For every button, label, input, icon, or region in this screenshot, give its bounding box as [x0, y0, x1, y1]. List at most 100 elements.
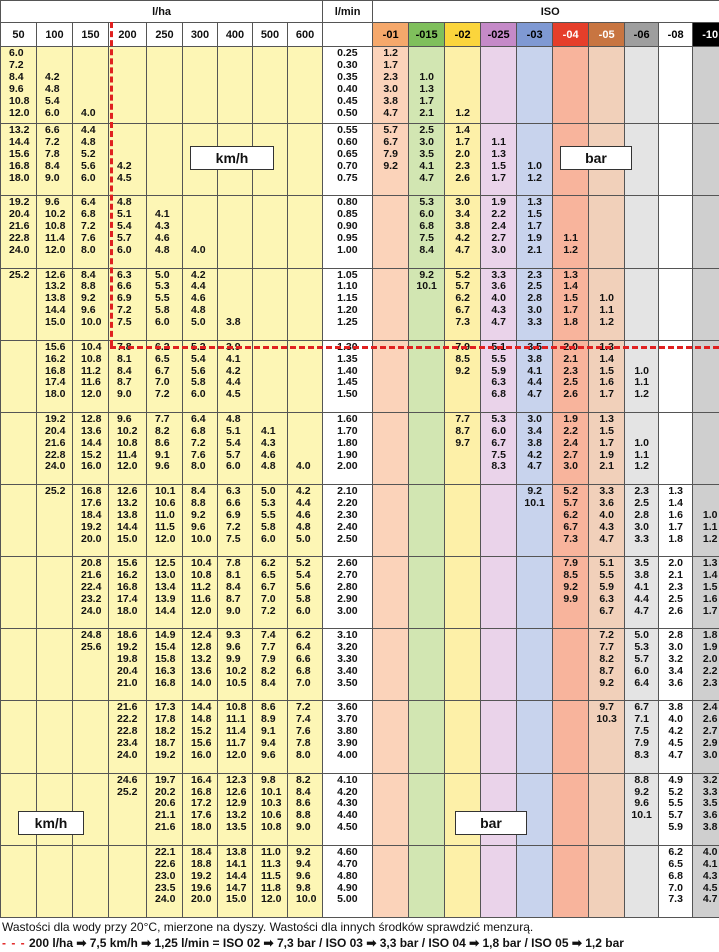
pressure-value: 4.3 [491, 304, 506, 317]
speed-value: 14.4 [155, 604, 176, 617]
pressure-value: 2.1 [527, 244, 542, 257]
flow-value: 4.20 [337, 785, 358, 798]
flow-value: 0.90 [337, 220, 358, 233]
speed-value: 4.8 [155, 244, 170, 257]
pressure-value: 3.8 [634, 569, 649, 582]
speed-value: 13.6 [191, 665, 212, 678]
speed-value: 14.0 [191, 676, 212, 689]
pressure-value: 2.7 [563, 448, 578, 461]
pressure-value: 2.7 [491, 232, 506, 245]
bar-label-bottom: bar [455, 811, 527, 835]
speed-value: 11.4 [226, 725, 246, 738]
pressure-cell [516, 556, 554, 630]
speed-value: 6.3 [117, 268, 132, 281]
speed-value: 12.0 [226, 749, 247, 762]
speed-value: 11.0 [155, 508, 175, 521]
pressure-value: 3.3 [634, 532, 649, 545]
pressure-value: 2.5 [419, 124, 434, 137]
pressure-value: 1.3 [702, 557, 718, 570]
pressure-value: 4.2 [455, 232, 470, 245]
pressure-value: 9.7 [599, 701, 614, 714]
pressure-value: 9.2 [455, 364, 470, 377]
pressure-value: 9.2 [634, 785, 649, 798]
speed-value: 16.0 [191, 749, 212, 762]
pressure-value: 9.7 [455, 436, 470, 449]
speed-value: 5.8 [191, 376, 206, 389]
speed-value: 6.4 [296, 641, 311, 654]
speed-value: 7.9 [261, 653, 276, 666]
pressure-cell: 1.3 1.5 1.7 1.9 2.1 [516, 195, 554, 269]
speed-cell: 19.7 20.2 20.6 21.1 21.6 [146, 772, 183, 846]
flow-value: 4.10 [337, 773, 358, 786]
speed-cell: 18.6 19.2 19.8 20.4 21.0 [108, 628, 147, 702]
pressure-value: 2.0 [455, 148, 470, 161]
speed-value: 20.0 [191, 893, 212, 906]
speed-value: 19.2 [81, 520, 102, 533]
speed-cell: 6.2 6.5 6.7 7.0 7.2 [146, 339, 183, 413]
pressure-value: 1.2 [527, 171, 542, 184]
iso-col-header: -05 [588, 22, 626, 47]
speed-value: 25.2 [9, 268, 30, 281]
flow-cell: 2.60 2.70 2.80 2.90 3.00 [322, 556, 374, 630]
pressure-cell [408, 844, 446, 919]
speed-value: 9.6 [81, 304, 96, 317]
pressure-value: 5.2 [668, 785, 683, 798]
table-row-group: 20.8 21.6 22.4 23.2 24.0 15.6 16.2 16.8 17.4 18.0… [0, 556, 719, 630]
table-row-group: 6.0 7.2 8.4 9.6 10.8 12.0 4.2 4.8 5.4 6.0 4.0 0.2… [0, 45, 719, 125]
speed-value: 6.6 [117, 280, 132, 293]
speed-value: 21.6 [117, 701, 138, 714]
speed-cell: 4.2 4.4 4.6 4.8 5.0 [286, 484, 324, 558]
speed-cell [217, 45, 253, 125]
speed-cell: 10.4 10.8 11.2 11.6 12.0 [182, 556, 218, 630]
speed-value: 11.1 [226, 713, 246, 726]
pressure-value [625, 426, 658, 438]
pressure-value: 1.7 [563, 304, 578, 317]
speed-cell [0, 339, 37, 413]
speed-cell: 4.0 [182, 195, 218, 269]
speed-value: 8.4 [81, 268, 96, 281]
flow-cell: 1.30 1.35 1.40 1.45 1.50 [322, 339, 374, 413]
speed-cell: 6.4 6.8 7.2 7.6 8.0 [72, 195, 109, 269]
speed-cell [36, 844, 73, 919]
speed-value: 6.0 [155, 316, 170, 329]
speed-cell: 5.0 5.3 5.5 5.8 6.0 [146, 267, 183, 341]
speed-value [191, 221, 217, 233]
speed-value: 10.4 [191, 557, 212, 570]
speed-value: 7.4 [296, 713, 311, 726]
speed-value: 11.2 [191, 580, 211, 593]
pressure-value: 3.8 [702, 821, 718, 834]
pressure-value: 1.5 [702, 580, 718, 593]
pressure-value: 4.7 [527, 460, 542, 473]
speed-value: 6.3 [226, 485, 241, 498]
pressure-cell: 6.7 7.1 7.5 7.9 8.3 [624, 700, 660, 774]
pressure-value: 1.7 [383, 58, 398, 71]
speed-value: 11.4 [117, 448, 137, 461]
speed-value: 19.2 [9, 196, 30, 209]
speed-value: 9.9 [226, 653, 241, 666]
pressure-value [625, 354, 658, 366]
pressure-cell [692, 411, 719, 486]
speed-value: 5.3 [155, 280, 170, 293]
flow-value: 2.70 [337, 569, 358, 582]
speed-value: 17.4 [117, 592, 138, 605]
pressure-value: 2.0 [668, 557, 683, 570]
pressure-value: 1.5 [599, 424, 614, 437]
pressure-cell [658, 45, 694, 125]
speed-value: 4.6 [155, 232, 170, 245]
speed-value: 11.5 [155, 520, 175, 533]
speed-value: 5.1 [226, 424, 241, 437]
speed-value: 12.9 [226, 797, 247, 810]
speed-value: 9.6 [155, 460, 170, 473]
pressure-value: 6.0 [634, 665, 649, 678]
speed-cell: 6.2 6.5 6.7 7.0 7.2 [252, 556, 288, 630]
pressure-value: 3.8 [527, 352, 542, 365]
pressure-value: 7.9 [383, 148, 398, 161]
speed-value: 22.4 [81, 580, 102, 593]
flow-value: 3.30 [337, 653, 358, 666]
pressure-cell: 1.3 1.5 1.7 1.9 2.1 [588, 411, 626, 486]
iso-col-header: -08 [658, 22, 694, 47]
pressure-value: 6.2 [563, 508, 578, 521]
speed-value: 15.4 [155, 641, 176, 654]
speed-cell: 12.4 12.8 13.2 13.6 14.0 [182, 628, 218, 702]
pressure-cell: 5.0 5.3 5.7 6.0 6.4 [624, 628, 660, 702]
